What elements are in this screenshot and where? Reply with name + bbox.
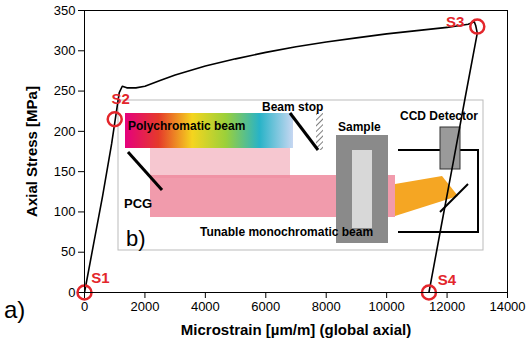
svg-text:0: 0 xyxy=(68,285,75,300)
svg-text:2000: 2000 xyxy=(130,299,159,314)
svg-text:Axial Stress [MPa]: Axial Stress [MPa] xyxy=(23,86,40,217)
svg-text:10000: 10000 xyxy=(369,299,405,314)
svg-text:8000: 8000 xyxy=(312,299,341,314)
svg-text:4000: 4000 xyxy=(191,299,220,314)
svg-text:CCD Detector: CCD Detector xyxy=(400,109,478,123)
svg-text:S3: S3 xyxy=(446,13,464,30)
svg-text:Beam stop: Beam stop xyxy=(262,100,323,114)
svg-text:Sample: Sample xyxy=(338,120,381,134)
svg-text:300: 300 xyxy=(54,43,76,58)
svg-text:Microstrain [µm/m] (global axi: Microstrain [µm/m] (global axial) xyxy=(181,321,411,338)
svg-text:a): a) xyxy=(4,296,25,323)
svg-text:12000: 12000 xyxy=(429,299,465,314)
svg-text:14000: 14000 xyxy=(489,299,525,314)
svg-text:0: 0 xyxy=(81,299,88,314)
svg-text:250: 250 xyxy=(54,83,76,98)
svg-text:100: 100 xyxy=(54,204,76,219)
svg-text:350: 350 xyxy=(54,3,76,18)
svg-text:200: 200 xyxy=(54,124,76,139)
svg-text:Tunable monochromatic beam: Tunable monochromatic beam xyxy=(200,225,373,239)
svg-text:S2: S2 xyxy=(112,90,130,107)
svg-text:S1: S1 xyxy=(91,269,109,286)
svg-text:S4: S4 xyxy=(438,271,457,288)
svg-text:150: 150 xyxy=(54,164,76,179)
svg-text:Polychromatic beam: Polychromatic beam xyxy=(128,119,245,133)
svg-text:50: 50 xyxy=(61,244,75,259)
svg-text:6000: 6000 xyxy=(251,299,280,314)
svg-text:b): b) xyxy=(126,226,146,251)
svg-text:PCG: PCG xyxy=(124,196,152,211)
